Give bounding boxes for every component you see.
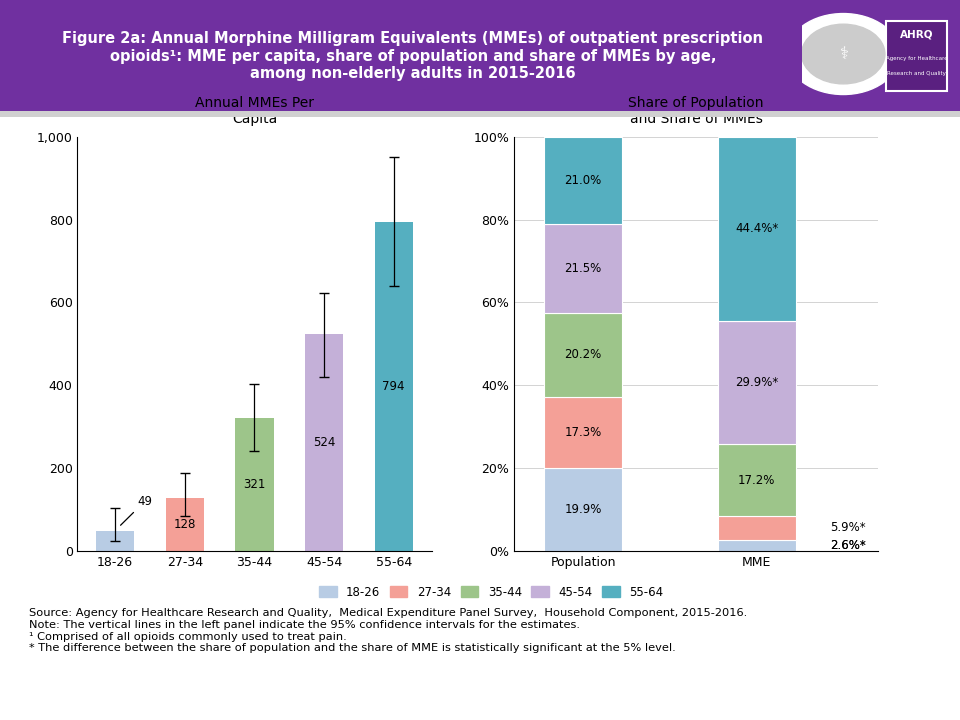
Bar — [718, 320, 796, 444]
Text: 44.4%*: 44.4%* — [735, 222, 779, 235]
Text: 524: 524 — [313, 436, 335, 449]
Bar — [374, 222, 413, 551]
Text: 2.6%*: 2.6%* — [829, 539, 866, 552]
Text: 17.3%: 17.3% — [564, 426, 602, 439]
Bar — [305, 334, 344, 551]
Text: 794: 794 — [382, 380, 405, 393]
Bar — [544, 138, 622, 224]
Text: 19.9%: 19.9% — [564, 503, 602, 516]
Text: 21.0%: 21.0% — [564, 174, 602, 187]
Bar — [544, 397, 622, 469]
Text: 20.2%: 20.2% — [564, 348, 602, 361]
Bar — [718, 516, 796, 540]
FancyBboxPatch shape — [886, 21, 948, 91]
Title: Annual MMEs Per
Capita: Annual MMEs Per Capita — [195, 96, 314, 126]
Text: 2.6%*: 2.6%* — [829, 539, 866, 552]
Legend: 18-26, 27-34, 35-44, 45-54, 55-64: 18-26, 27-34, 35-44, 45-54, 55-64 — [319, 585, 663, 599]
Bar — [96, 531, 134, 551]
Bar — [235, 418, 274, 551]
Text: Agency for Healthcare: Agency for Healthcare — [886, 55, 948, 60]
Title: Share of Population
and Share of MMEs: Share of Population and Share of MMEs — [628, 96, 764, 126]
Circle shape — [802, 24, 885, 84]
Text: 29.9%*: 29.9%* — [735, 376, 779, 389]
Text: 21.5%: 21.5% — [564, 262, 602, 275]
Text: 5.9%*: 5.9%* — [829, 521, 865, 534]
Text: Figure 2a: Annual Morphine Milligram Equivalents (MMEs) of outpatient prescripti: Figure 2a: Annual Morphine Milligram Equ… — [62, 31, 763, 81]
Text: 321: 321 — [243, 478, 266, 491]
Text: 17.2%: 17.2% — [738, 474, 776, 487]
Circle shape — [786, 14, 900, 94]
Text: Research and Quality: Research and Quality — [887, 71, 947, 76]
Text: Source: Agency for Healthcare Research and Quality,  Medical Expenditure Panel S: Source: Agency for Healthcare Research a… — [29, 608, 747, 653]
Bar — [544, 469, 622, 551]
Bar — [718, 444, 796, 516]
Text: AHRQ: AHRQ — [900, 30, 934, 40]
Bar — [166, 498, 204, 551]
Text: 49: 49 — [121, 495, 153, 526]
Bar — [544, 224, 622, 313]
Bar — [718, 137, 796, 320]
Bar — [718, 540, 796, 551]
Bar — [544, 313, 622, 397]
Text: ⚕: ⚕ — [839, 45, 848, 63]
Text: 128: 128 — [174, 518, 196, 531]
